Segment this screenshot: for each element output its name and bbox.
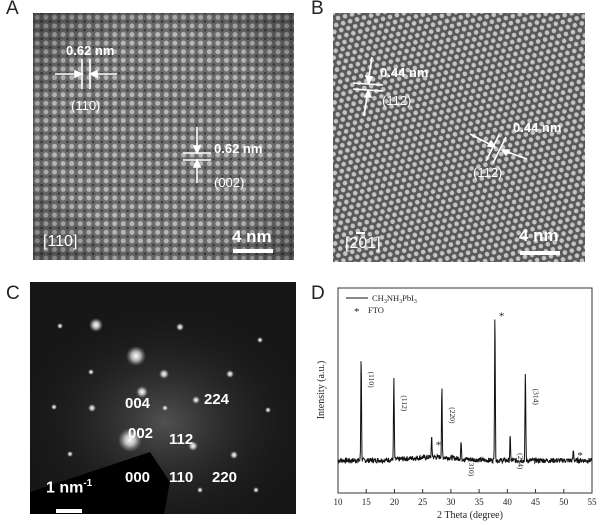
panel-d-letter: D: [311, 283, 325, 304]
scale-label-c: 1 nm-1: [46, 478, 93, 497]
legend-line-label: CH3NH3PbI3: [372, 293, 417, 305]
spacing-marker-b2: [469, 133, 528, 164]
legend-star-symbol: *: [354, 306, 360, 318]
x-tick-label: 10: [334, 497, 344, 507]
hkl-label-b1: (112): [382, 93, 412, 108]
spacing-marker-a2: [183, 127, 211, 183]
peak-label: (314): [531, 389, 540, 406]
d-spacing-label-b1: 0.44 nm: [380, 65, 429, 80]
x-axis-label: 2 Theta (degree): [437, 510, 503, 521]
spot-label-000: 000: [125, 469, 151, 486]
spacing-marker-b1: [352, 56, 384, 117]
fto-peak-marker: *: [577, 450, 583, 462]
peak-label: (224): [516, 453, 525, 470]
scale-label-a: 4 nm: [232, 227, 272, 246]
scale-bar-a: [233, 249, 273, 253]
spot-label-220: 220: [212, 469, 238, 486]
diffraction-spots: [30, 302, 296, 514]
peak-label: (110): [367, 372, 376, 388]
d-spacing-label-a1: 0.62 nm: [66, 43, 115, 58]
y-axis-label: Intensity (a.u.): [316, 361, 327, 420]
d-spacing-label-a2: 0.62 nm: [214, 141, 263, 156]
xrd-plot: 10 15 20 25 30 35 40 45 50 55 (110) (112) (220) (310…: [316, 287, 598, 521]
spot-label-004: 004: [125, 395, 151, 412]
zone-axis-label-b: [201]: [345, 235, 381, 252]
peak-label: (310): [467, 460, 476, 477]
panel-b-letter: B: [311, 0, 324, 19]
x-tick-label: 45: [531, 497, 541, 507]
scale-bar-b: [520, 251, 560, 255]
hrtem-image-a: 0.62 nm (110) 0.62 nm (002) [110] 4 nm: [33, 13, 294, 260]
fto-peak-marker: *: [436, 440, 442, 452]
x-tick-label: 20: [390, 497, 400, 507]
beam-stop: [30, 452, 170, 514]
legend-star-label: FTO: [368, 305, 384, 315]
x-tick-label: 40: [503, 497, 513, 507]
panel-a-letter: A: [6, 0, 19, 19]
x-tick-label: 55: [588, 497, 598, 507]
spacing-marker-a1: [55, 59, 117, 89]
x-tick-label: 35: [475, 497, 485, 507]
hkl-label-b2: (112): [473, 165, 503, 180]
xrd-chart: 10 15 20 25 30 35 40 45 50 55 (110) (112) (220) (310…: [310, 280, 600, 525]
x-tick-label: 25: [418, 497, 428, 507]
zone-axis-label-a: [110]: [43, 233, 78, 250]
saed-pattern: 004 224 002 112 000 110 220 1 nm-1: [30, 282, 296, 514]
hrtem-image-b: 0.44 nm (112) 0.44 nm (112) [201] 4 nm: [333, 13, 585, 262]
fto-peak-marker: *: [499, 310, 505, 322]
overbar-b: [356, 232, 365, 234]
x-tick-label: 50: [559, 497, 569, 507]
spot-label-110: 110: [169, 469, 194, 486]
x-tick-label: 30: [446, 497, 456, 507]
xrd-pattern-line: [337, 319, 593, 465]
hkl-label-a2: (002): [214, 175, 245, 190]
spot-label-112: 112: [169, 431, 194, 448]
scale-label-b: 4 nm: [519, 226, 559, 245]
x-tick-label: 15: [362, 497, 372, 507]
lattice-pattern-a: [33, 13, 294, 260]
panel-c-letter: C: [6, 283, 20, 304]
lattice-pattern-b: [333, 13, 585, 262]
peak-label: (220): [448, 407, 457, 424]
spot-label-224: 224: [204, 391, 230, 408]
scale-bar-c: [56, 509, 82, 513]
hkl-label-a1: (110): [71, 98, 101, 113]
d-spacing-label-b2: 0.44 nm: [513, 120, 562, 135]
spot-label-002: 002: [128, 425, 154, 442]
peak-label: (112): [400, 395, 409, 411]
